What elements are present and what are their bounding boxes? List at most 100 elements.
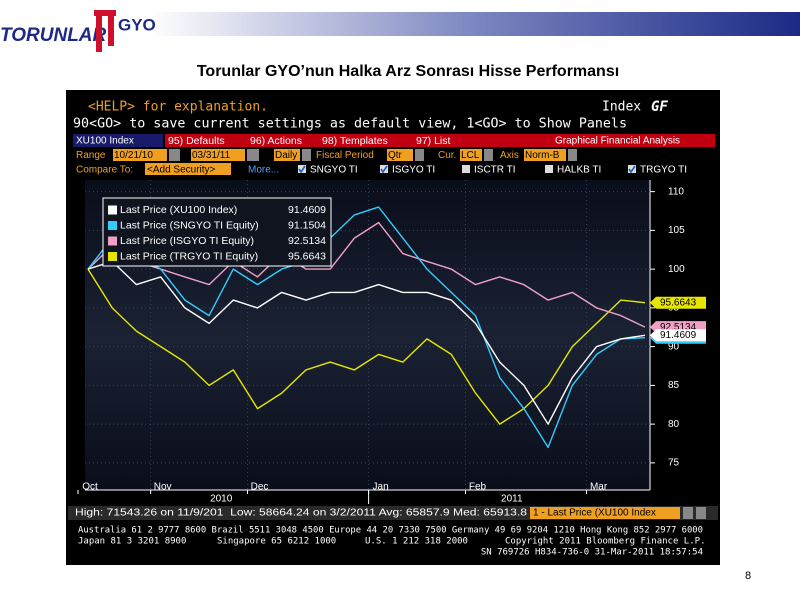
legend-label: Last Price (TRGYO TI Equity)	[120, 250, 258, 262]
content: <HELP> for explanation. Index GF 90<GO> to …	[68, 99, 718, 558]
logo-mark	[94, 10, 116, 52]
y-tick-label: 75	[668, 458, 680, 469]
dropdown	[568, 149, 577, 161]
input-field	[460, 149, 482, 161]
checkbox	[545, 165, 553, 173]
x-tick-label: Nov	[154, 482, 172, 493]
field-label: Cur.	[438, 150, 456, 161]
checkmark	[298, 165, 306, 174]
input-value: Daily	[275, 150, 297, 161]
year-label: 2010	[210, 494, 233, 505]
checkbox	[462, 165, 470, 173]
x-tick-label: Dec	[251, 482, 269, 493]
series-line	[87, 260, 646, 425]
stats-tab	[530, 507, 680, 519]
input-value: 03/31/11	[192, 150, 231, 161]
input-value: Norm-B	[525, 150, 560, 161]
compare-security: SNGYO TI	[310, 165, 358, 176]
series-layer	[87, 206, 646, 449]
year-label: 2011	[501, 494, 523, 505]
y-tick-label: 105	[668, 225, 685, 236]
legend-label: Last Price (XU100 Index)	[120, 204, 237, 216]
field-label: Range	[76, 150, 106, 161]
tab-button	[683, 507, 693, 519]
input-value: Qtr	[388, 150, 403, 161]
input-field	[387, 149, 413, 161]
footer-line: Japan 81 3 3201 8900	[78, 537, 186, 547]
y-tick-label: 90	[668, 341, 680, 352]
slide-title: Torunlar GYO’nun Halka Arz Sonrası Hisse…	[197, 63, 619, 80]
dropdown	[302, 149, 311, 161]
checkbox	[380, 165, 388, 173]
date-picker	[171, 149, 180, 161]
footer-line: Australia 61 2 9777 8600 Brazil 5511 304…	[78, 526, 703, 536]
add-security: <Add Security>	[147, 165, 216, 176]
input-field	[191, 149, 245, 161]
tab-button	[696, 507, 706, 519]
input-value: 10/21/10	[114, 150, 153, 161]
legend-value: 91.1504	[288, 219, 326, 231]
stats-line: High: 71543.26 on 11/9/201 Low: 58664.24…	[75, 508, 528, 519]
menu-bar	[165, 134, 715, 147]
checkbox	[628, 165, 636, 173]
menu-item: 95) Defaults	[168, 135, 225, 147]
menu-title: Graphical Financial Analysis	[555, 136, 680, 147]
menu-item: 96) Actions	[250, 135, 302, 147]
y-tick-label: 110	[668, 186, 684, 197]
screen-name: Index	[602, 100, 641, 115]
checkmark	[380, 165, 388, 174]
input-value: LCL	[461, 150, 480, 161]
legend-swatch	[108, 221, 117, 230]
series-line	[87, 206, 646, 449]
hint-line: 90<GO> to save current settings as defau…	[73, 117, 627, 132]
last-value-label: 91.4609	[660, 330, 697, 341]
legend-value: 95.6643	[288, 250, 326, 262]
legend-swatch	[108, 252, 117, 261]
compare-security: HALKB TI	[557, 165, 601, 176]
page-number: 8	[745, 570, 751, 582]
input-field	[113, 149, 167, 161]
series-line	[87, 221, 646, 328]
input-field	[524, 149, 566, 161]
menu-item: 97) List	[416, 135, 451, 147]
x-tick-label: Mar	[590, 482, 608, 493]
more-link: More...	[248, 165, 279, 176]
footer-line: SN 769726 H834-736-0 31-Mar-2011 18:57:5…	[481, 548, 703, 558]
field-label: Axis	[500, 150, 519, 161]
logo-left: TORUNLAR	[0, 25, 107, 46]
y-tick-label: 80	[668, 419, 680, 430]
add-security-field	[145, 163, 231, 175]
date-picker	[250, 149, 259, 161]
stats-tab-label: 1 - Last Price (XU100 Index	[533, 508, 656, 519]
security: XU100 Index	[76, 136, 134, 147]
input-field	[274, 149, 300, 161]
legend-label: Last Price (ISGYO TI Equity)	[120, 235, 254, 247]
y-tick-label: 100	[668, 264, 685, 275]
last-value-label: 92.5134	[660, 322, 697, 333]
footer-line: Singapore 65 6212 1000	[217, 537, 336, 547]
footer-line: U.S. 1 212 318 2000	[365, 537, 468, 547]
y-tick-label: 85	[668, 380, 680, 391]
legend-swatch	[108, 236, 117, 246]
legend-label: Last Price (SNGYO TI Equity)	[120, 219, 259, 231]
help-line: <HELP> for explanation.	[88, 100, 268, 115]
compare-security: TRGYO TI	[640, 165, 687, 176]
legend-value: 91.4609	[288, 204, 326, 216]
screen-code: GF	[651, 99, 668, 115]
field-label: Fiscal Period	[316, 150, 374, 161]
legend-swatch	[108, 205, 117, 215]
dropdown	[415, 149, 424, 161]
x-tick-label: Oct	[82, 482, 98, 493]
checkbox	[298, 165, 306, 173]
security-field	[73, 134, 163, 147]
last-value-label: 95.6643	[660, 297, 697, 308]
last-value-flag	[650, 296, 706, 309]
menu-item: 98) Templates	[322, 135, 388, 147]
legend-value: 92.5134	[288, 235, 326, 247]
legend	[102, 197, 332, 267]
footer-line: Copyright 2011 Bloomberg Finance L.P.	[505, 537, 705, 547]
compare-security: ISGYO TI	[392, 165, 435, 176]
x-tick-label: Feb	[469, 482, 487, 493]
